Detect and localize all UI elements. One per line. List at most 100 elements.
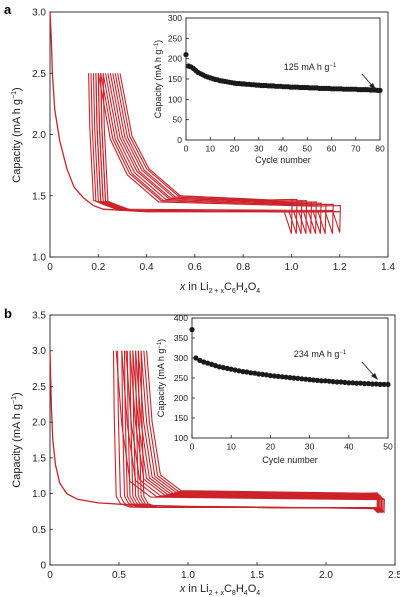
b-inset-data-point [314, 377, 320, 383]
panel-a-inset-annotation-sup: −1 [329, 63, 337, 69]
panel-b-inset-ylabel-main: Capacity (mA h g [156, 349, 166, 418]
panel-a-xlabel-sub4: 4 [256, 288, 260, 295]
panel-b-inset-y-axis: 100 150 200 250 300 350 400 [174, 313, 195, 443]
a-ytick-label: 3.0 [32, 8, 46, 19]
b-inset-data-point [271, 373, 277, 379]
panel-a: a 1.0 1.5 2.0 2.5 3.0 0 0.2 0.4 0.6 0.8 1.0 1.2 1.4… [4, 2, 395, 295]
b-inset-data-point [365, 381, 371, 387]
b-inset-xtick-label: 10 [226, 442, 236, 452]
panel-a-inset: 0 50 100 150 200 250 300 0 10 20 30 40 50 60 70 80 Cap… [153, 13, 385, 165]
panel-b-ylabel-close: ) [11, 392, 23, 396]
b-ytick-label: 2.0 [32, 418, 46, 429]
a-xtick-label: 0.6 [188, 262, 202, 273]
panel-a-y-axis: 1.0 1.5 2.0 2.5 3.0 [32, 8, 53, 264]
b-inset-ytick-label: 100 [174, 433, 188, 443]
panel-b-ylabel-sup: −1 [11, 396, 18, 404]
panel-a-inset-ylabel-sup: −1 [154, 42, 160, 50]
a-cycle-curve [97, 73, 308, 234]
panel-b-xlabel-h: H [236, 583, 244, 595]
panel-a-inset-ylabel-close: ) [153, 40, 163, 43]
b-xtick-label: 1.5 [250, 570, 264, 581]
b-cycle-curve [129, 350, 381, 514]
panel-b-label: b [4, 306, 12, 321]
panel-b-xlabel-o: O [248, 583, 257, 595]
b-inset-data-point [201, 359, 207, 365]
b-inset-data-point [220, 365, 226, 371]
panel-a-xlabel-o: O [248, 281, 257, 293]
panel-b-xlabel-sub4: 4 [256, 590, 260, 597]
panel-b-xlabel-c: C [224, 583, 232, 595]
panel-a-x-axis: 0 0.2 0.4 0.6 0.8 1.0 1.2 1.4 [47, 254, 395, 273]
b-inset-data-point [279, 374, 285, 380]
panel-b-y-axis-label: Capacity (mA h g−1) [11, 392, 23, 487]
a-inset-data-point [183, 52, 189, 58]
b-inset-xtick-label: 50 [383, 442, 393, 452]
panel-b-ylabel-main: Capacity (mA h g [11, 404, 23, 488]
panel-a-inset-x-axis-label: Cycle number [255, 155, 311, 165]
b-cycle-curve [140, 350, 379, 514]
panel-b-plot-frame [49, 314, 396, 566]
panel-a-inset-ylabel-main: Capacity (mA h g [153, 50, 163, 119]
a-inset-ytick-label: 250 [168, 33, 182, 43]
a-xtick-label: 0.8 [236, 262, 250, 273]
b-inset-data-point [224, 365, 230, 371]
panel-a-xlabel-c: C [224, 281, 232, 293]
a-inset-ytick-label: 0 [177, 135, 182, 145]
panel-b-y-axis: 0 0.5 1.0 1.5 2.0 2.5 3.0 3.5 [32, 311, 53, 572]
b-inset-data-point [197, 357, 203, 363]
a-ytick-label: 2.5 [32, 69, 46, 80]
panel-b-xlabel-sub1: 2 + x [209, 590, 225, 597]
b-inset-data-point [299, 376, 305, 382]
b-inset-ytick-label: 200 [174, 393, 188, 403]
a-xtick-label: 1.0 [284, 262, 298, 273]
a-inset-ytick-label: 150 [168, 74, 182, 84]
b-inset-data-point [369, 381, 375, 387]
a-ytick-label: 1.5 [32, 191, 46, 202]
b-inset-data-point [248, 370, 254, 376]
b-inset-data-point [212, 363, 219, 369]
panel-b-inset-ylabel-close: ) [156, 339, 166, 342]
a-xtick-label: 0.2 [91, 262, 105, 273]
panel-b-inset-x-axis-label: Cycle number [262, 455, 318, 465]
panel-a-x-axis-label: x in Li2 + xC6H4O4 [179, 281, 260, 295]
b-inset-data-point [310, 377, 317, 383]
panel-b-inset-annotation-main: 234 mA h g [294, 349, 340, 359]
b-inset-data-point [228, 366, 234, 372]
panel-a-inset-arrow-head [369, 83, 376, 90]
b-inset-data-point [260, 371, 266, 377]
b-inset-data-point [361, 381, 368, 387]
b-inset-data-point [322, 378, 328, 384]
b-inset-data-point [358, 380, 364, 386]
b-inset-xtick-label: 20 [266, 442, 276, 452]
b-inset-data-point [385, 381, 391, 387]
b-inset-xtick-label: 40 [344, 442, 354, 452]
a-inset-xtick-label: 10 [206, 144, 216, 154]
b-cycle-curve [135, 350, 380, 514]
panel-a-ylabel-main: Capacity (mA h g [11, 99, 23, 183]
panel-a-inset-x-axis: 0 10 20 30 40 50 60 70 80 [184, 137, 385, 154]
b-inset-ytick-label: 400 [174, 313, 188, 323]
a-inset-xtick-label: 80 [375, 144, 385, 154]
a-xtick-label: 1.2 [333, 262, 347, 273]
panel-b-inset: 100 150 200 250 300 350 400 0 10 20 30 40 50 Capaci… [156, 313, 393, 472]
panel-b-inset-ylabel-sup: −1 [157, 341, 163, 349]
b-inset-data-point [373, 381, 379, 387]
b-inset-data-point [252, 370, 258, 376]
a-inset-ytick-label: 100 [168, 94, 182, 104]
panel-a-xlabel-li: in Li [185, 281, 208, 293]
b-inset-data-point [377, 381, 383, 387]
panel-b-inset-bg [188, 316, 392, 472]
panel-b-xlabel-li: in Li [185, 583, 208, 595]
b-inset-ytick-label: 250 [174, 373, 188, 383]
panel-a-inset-points [183, 52, 383, 93]
b-inset-data-point [381, 381, 387, 387]
b-inset-data-point [283, 374, 289, 380]
panel-b-xlabel-sub3: 4 [244, 590, 248, 597]
b-inset-data-point [307, 377, 313, 383]
b-inset-data-point [326, 378, 332, 384]
b-inset-data-point [267, 373, 273, 379]
a-inset-ytick-label: 300 [168, 13, 182, 23]
b-inset-data-point [240, 369, 246, 375]
panel-a-xlabel-x: x [179, 281, 186, 293]
